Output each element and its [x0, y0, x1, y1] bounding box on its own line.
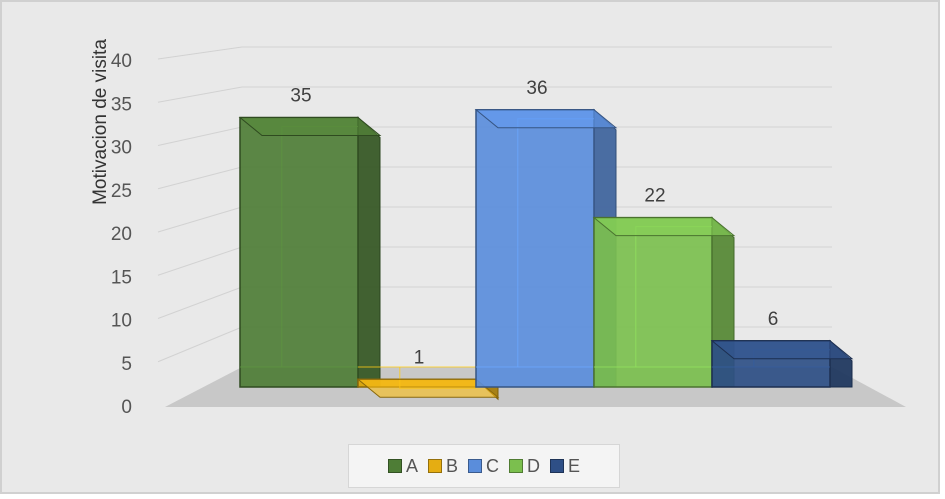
y-tick-label: 25 [111, 181, 132, 202]
bar-top-face [710, 340, 854, 360]
y-axis-title: Motivacion de visita [90, 39, 111, 205]
legend-label: C [486, 455, 499, 476]
gridline-diagonal [157, 246, 243, 276]
legend-item-d: D [509, 456, 540, 477]
legend-item-c: C [468, 456, 499, 477]
legend-item-b: B [427, 455, 458, 477]
y-tick-label: 20 [111, 224, 132, 245]
bar-d [592, 216, 736, 388]
y-tick-label: 10 [111, 311, 132, 332]
legend-label: A [405, 455, 418, 476]
legend-label: B [445, 455, 458, 476]
data-label-c: 36 [526, 78, 547, 99]
data-label-b: 1 [414, 347, 425, 368]
bar-a [238, 116, 382, 388]
bar-top-face [356, 378, 500, 398]
bar-top-face [474, 109, 618, 129]
legend-item-e: E [550, 456, 580, 477]
legend: A B C D E [348, 444, 620, 488]
bar-top-face [592, 217, 736, 237]
legend-swatch [427, 459, 442, 473]
y-tick-label: 30 [111, 138, 132, 159]
y-tick-label: 40 [111, 51, 132, 72]
gridline-diagonal [157, 86, 243, 103]
y-tick-label: 35 [111, 94, 132, 115]
y-tick-label: 15 [111, 267, 132, 288]
bar-front-face [239, 116, 359, 388]
legend-swatch [550, 459, 564, 473]
bar-top-face [238, 117, 382, 136]
gridline-diagonal [157, 166, 243, 190]
y-tick-label: 0 [121, 397, 132, 418]
legend-swatch [468, 459, 482, 473]
data-label-d: 22 [644, 186, 665, 207]
legend-swatch [387, 459, 402, 473]
bar-front-face [593, 216, 713, 388]
legend-label: E [568, 455, 581, 476]
legend-swatch [509, 459, 523, 473]
legend-label: D [527, 455, 540, 476]
data-label-e: 6 [768, 309, 779, 330]
y-tick-label: 5 [121, 354, 132, 375]
legend-item-a: A [387, 455, 418, 477]
bar-side-face [357, 116, 381, 388]
data-label-a: 35 [290, 86, 311, 107]
gridline-diagonal [157, 126, 243, 146]
gridline-diagonal [157, 326, 243, 363]
bar-e [710, 339, 854, 388]
bar-front-face [475, 109, 595, 388]
gridline-diagonal [157, 206, 243, 233]
gridline-diagonal [157, 286, 243, 319]
gridline-diagonal [157, 46, 243, 60]
